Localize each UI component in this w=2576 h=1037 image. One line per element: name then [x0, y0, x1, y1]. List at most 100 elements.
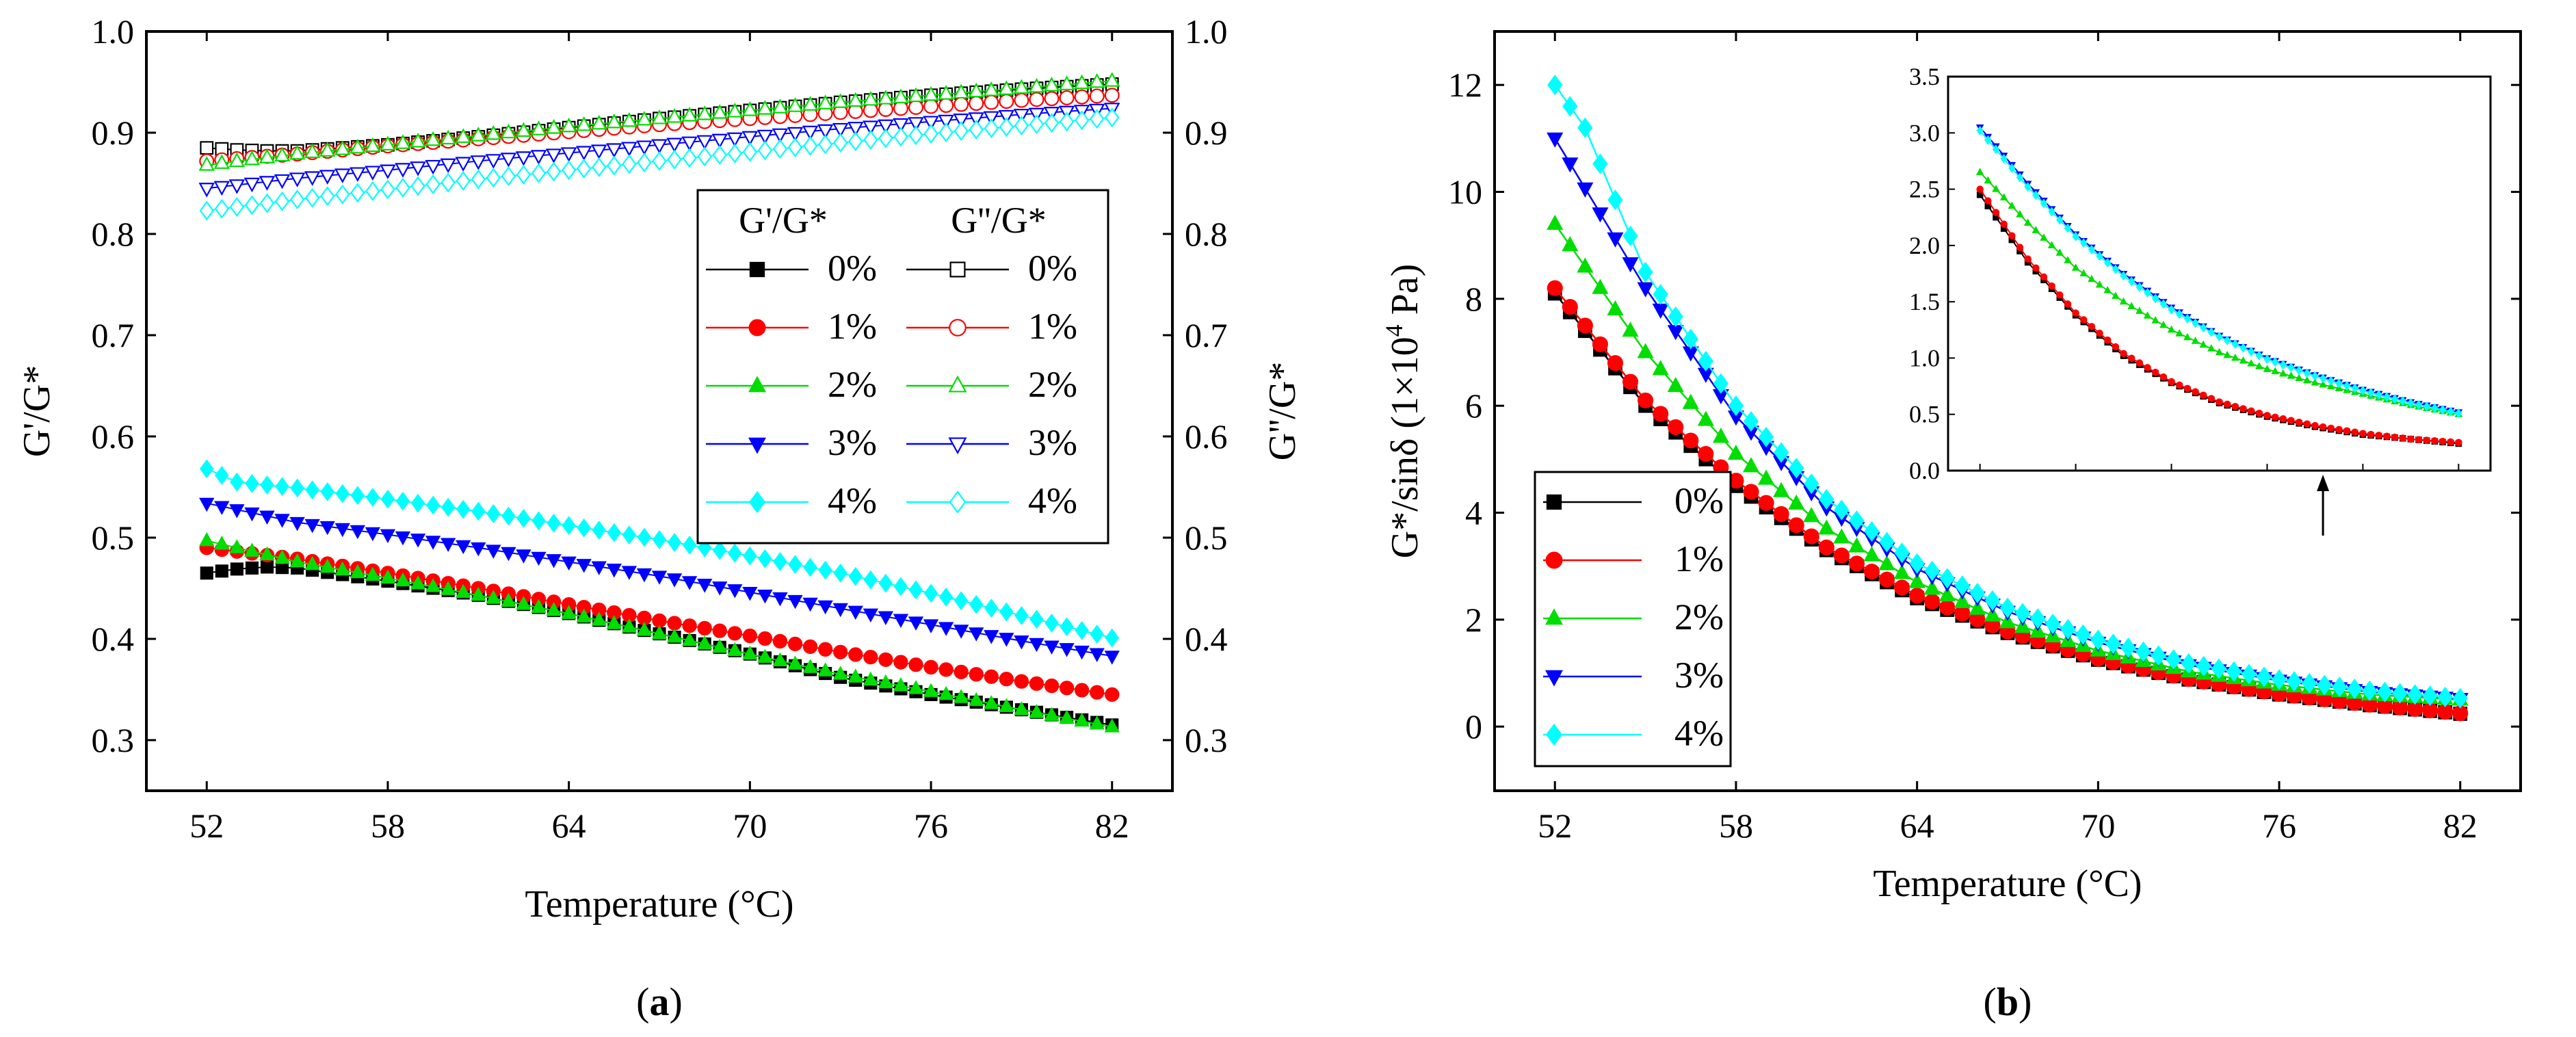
data-point	[1089, 88, 1105, 104]
data-point	[2060, 618, 2076, 640]
data-point	[2090, 629, 2106, 651]
data-point	[1029, 114, 1044, 135]
data-point	[410, 133, 426, 148]
data-point	[441, 172, 456, 193]
data-point	[319, 558, 335, 573]
data-point	[969, 627, 984, 642]
inset-data-point	[2343, 381, 2351, 391]
data-point	[1043, 77, 1060, 92]
inset-y-tick-label: 1.5	[1909, 288, 1940, 315]
inset-data-point	[2455, 408, 2462, 419]
data-point	[425, 578, 441, 592]
data-point	[485, 154, 502, 169]
x-tick-label: 58	[371, 806, 405, 845]
data-point	[1969, 582, 1986, 604]
data-point	[802, 597, 818, 612]
data-point	[893, 577, 908, 596]
inset-data-point	[2447, 406, 2454, 417]
data-point	[651, 625, 668, 640]
data-point	[335, 484, 350, 503]
inset-series-1pct	[1976, 185, 2462, 447]
data-point	[365, 488, 380, 507]
panel-a-x-ticks: 52 58 64 70 76 82	[189, 31, 1129, 845]
data-point	[863, 608, 878, 623]
data-point	[350, 564, 365, 579]
data-point	[259, 148, 276, 163]
data-point	[697, 579, 713, 593]
data-point	[425, 159, 441, 175]
inset-data-point	[2080, 316, 2088, 324]
data-point	[561, 556, 577, 571]
y-tick-label: 0.7	[92, 316, 135, 354]
inset-data-point	[2216, 398, 2223, 406]
data-point	[1044, 707, 1060, 721]
data-point	[742, 587, 758, 601]
data-point	[515, 151, 532, 166]
inset-data-point	[2295, 365, 2303, 376]
data-point	[999, 117, 1014, 137]
data-point	[893, 118, 909, 133]
data-point	[591, 114, 607, 130]
inset-data-point	[2326, 382, 2335, 390]
data-point	[380, 569, 396, 584]
data-point	[1059, 709, 1075, 724]
data-point	[259, 510, 275, 525]
data-point	[290, 478, 304, 498]
data-point	[1059, 681, 1075, 696]
inset-data-point	[2383, 392, 2391, 402]
data-point	[530, 120, 547, 135]
data-point	[999, 94, 1014, 109]
data-point	[969, 667, 984, 682]
data-point	[908, 616, 924, 631]
data-point	[365, 137, 381, 153]
inset-data-point	[2367, 388, 2375, 398]
data-point	[591, 561, 607, 575]
data-point	[1104, 651, 1120, 665]
data-point	[1727, 444, 1745, 460]
data-point	[848, 566, 863, 586]
data-point	[334, 168, 351, 183]
inset-data-point	[2247, 359, 2255, 367]
inset-data-point	[2135, 306, 2144, 314]
panel-b-legend-rows: 0% 1% 2% 3% 4%	[1543, 480, 1724, 754]
inset-data-point	[2127, 354, 2135, 362]
data-point	[560, 147, 577, 162]
data-point	[1014, 701, 1029, 716]
x-tick-label: 82	[2443, 806, 2478, 845]
legend-marker	[949, 490, 967, 514]
legend-label: 0%	[1674, 480, 1724, 521]
data-point	[1104, 718, 1120, 733]
inset-data-point	[2359, 430, 2367, 437]
panel-a: 52 58 64 70 76 82 0.3 0.4 0.5 0.6 0.7 0.8 0.9 1.0 0.…	[16, 12, 1304, 1024]
data-point	[757, 100, 774, 115]
data-point	[319, 186, 335, 207]
panel-a-series	[198, 72, 1120, 733]
data-point	[2211, 658, 2226, 679]
legend-marker	[948, 375, 967, 393]
panel-b-inset-arrow	[2317, 475, 2330, 536]
panel-a-legend-box	[696, 189, 1109, 544]
data-point	[410, 161, 426, 176]
inset-data-point	[2199, 340, 2207, 348]
data-point	[395, 177, 410, 198]
data-point	[304, 555, 320, 570]
data-point	[501, 506, 516, 526]
y-tick-label: 4	[1465, 494, 1482, 532]
y2-tick-label: 1.0	[1185, 12, 1228, 51]
legend-marker	[949, 319, 967, 337]
data-point	[696, 105, 713, 120]
data-point	[1909, 553, 1925, 574]
data-point	[562, 516, 576, 536]
panel-b-y-axis-title: G*/sinδ (1×104 Pa)	[1380, 264, 1426, 559]
data-point	[1060, 617, 1074, 637]
data-point	[832, 93, 849, 108]
data-point	[969, 120, 984, 140]
legend-marker	[1545, 670, 1563, 687]
inset-data-point	[2311, 421, 2319, 430]
data-point	[501, 547, 516, 562]
inset-data-point	[2192, 388, 2199, 396]
data-point	[802, 96, 819, 111]
inset-data-point	[2096, 329, 2103, 337]
data-point	[1954, 575, 1970, 596]
data-point	[1029, 704, 1044, 718]
